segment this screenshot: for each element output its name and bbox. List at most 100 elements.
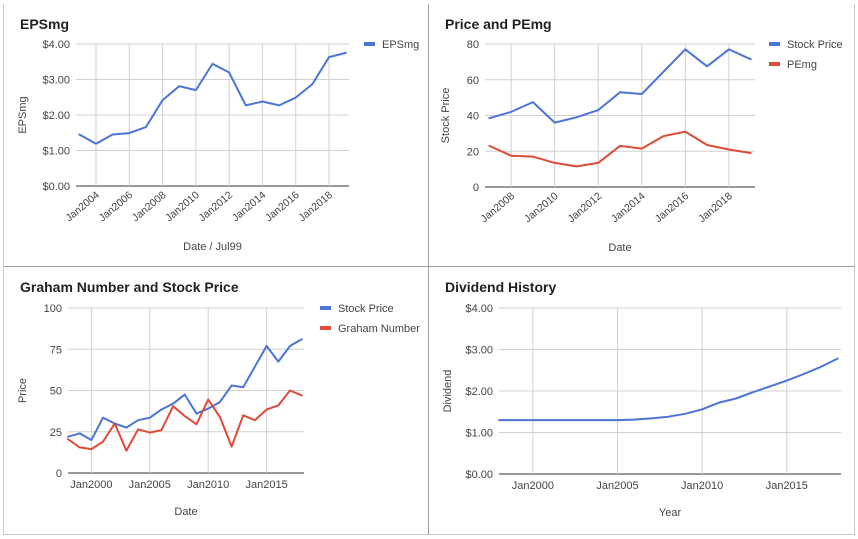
epsmg-data-point[interactable]: [127, 131, 131, 135]
stock-price-data-point[interactable]: [265, 344, 269, 348]
pemg-data-point[interactable]: [487, 144, 491, 148]
stock-price-data-point[interactable]: [78, 431, 82, 435]
graham-number-data-point[interactable]: [241, 413, 245, 417]
stock-price-data-point[interactable]: [276, 360, 280, 364]
stock-price-data-point[interactable]: [253, 365, 257, 369]
graham-number-data-point[interactable]: [276, 403, 280, 407]
stock-price-data-point[interactable]: [195, 412, 199, 416]
graham-number-data-point[interactable]: [113, 422, 117, 426]
pemg-data-point[interactable]: [596, 161, 600, 165]
stock-price-data-point[interactable]: [705, 64, 709, 68]
epsmg-data-point[interactable]: [344, 51, 348, 55]
stock-price-data-point[interactable]: [300, 337, 304, 341]
epsmg-data-point[interactable]: [294, 96, 298, 100]
dividend-data-point[interactable]: [666, 415, 670, 419]
stock-price-data-point[interactable]: [509, 110, 513, 114]
epsmg-data-point[interactable]: [327, 55, 331, 59]
graham-number-data-point[interactable]: [160, 428, 164, 432]
dividend-data-point[interactable]: [700, 407, 704, 411]
dividend-data-point[interactable]: [785, 379, 789, 383]
stock-price-data-point[interactable]: [288, 344, 292, 348]
epsmg-data-point[interactable]: [111, 133, 115, 137]
stock-price-data-point[interactable]: [596, 108, 600, 112]
pemg-data-point[interactable]: [727, 148, 731, 152]
epsmg-data-point[interactable]: [277, 103, 281, 107]
stock-price-data-point[interactable]: [101, 416, 105, 420]
stock-price-data-point[interactable]: [683, 47, 687, 51]
dividend-data-point[interactable]: [497, 418, 501, 422]
graham-number-data-point[interactable]: [253, 418, 257, 422]
dividend-data-point[interactable]: [616, 418, 620, 422]
graham-number-data-point[interactable]: [218, 415, 222, 419]
dividend-data-point[interactable]: [514, 418, 518, 422]
stock-price-data-point[interactable]: [487, 116, 491, 120]
epsmg-data-point[interactable]: [194, 88, 198, 92]
pemg-data-point[interactable]: [662, 134, 666, 138]
dividend-data-point[interactable]: [632, 418, 636, 422]
graham-number-data-point[interactable]: [66, 437, 70, 441]
graham-number-data-point[interactable]: [206, 398, 210, 402]
epsmg-data-point[interactable]: [227, 70, 231, 74]
graham-number-data-point[interactable]: [265, 408, 269, 412]
stock-price-data-point[interactable]: [575, 115, 579, 119]
graham-number-data-point[interactable]: [148, 431, 152, 435]
dividend-data-point[interactable]: [717, 401, 721, 405]
epsmg-data-point[interactable]: [144, 125, 148, 129]
stock-price-data-point[interactable]: [230, 384, 234, 388]
pemg-data-point[interactable]: [575, 164, 579, 168]
stock-price-data-point[interactable]: [531, 100, 535, 104]
dividend-data-point[interactable]: [683, 412, 687, 416]
epsmg-data-point[interactable]: [310, 82, 314, 86]
dividend-data-point[interactable]: [582, 418, 586, 422]
pemg-data-point[interactable]: [705, 143, 709, 147]
dividend-data-point[interactable]: [836, 357, 840, 361]
graham-number-data-point[interactable]: [230, 445, 234, 449]
graham-number-data-point[interactable]: [195, 422, 199, 426]
epsmg-data-point[interactable]: [177, 84, 181, 88]
graham-number-data-point[interactable]: [101, 440, 105, 444]
graham-number-data-point[interactable]: [124, 449, 128, 453]
graham-number-data-point[interactable]: [171, 404, 175, 408]
epsmg-data-point[interactable]: [211, 62, 215, 66]
stock-price-data-point[interactable]: [124, 426, 128, 430]
stock-price-data-point[interactable]: [618, 90, 622, 94]
stock-price-data-point[interactable]: [136, 418, 140, 422]
stock-price-data-point[interactable]: [749, 57, 753, 61]
graham-number-data-point[interactable]: [78, 445, 82, 449]
dividend-data-point[interactable]: [768, 384, 772, 388]
dividend-data-point[interactable]: [548, 418, 552, 422]
stock-price-data-point[interactable]: [89, 438, 93, 442]
stock-price-data-point[interactable]: [727, 47, 731, 51]
epsmg-data-point[interactable]: [94, 142, 98, 146]
stock-price-data-point[interactable]: [206, 407, 210, 411]
pemg-data-point[interactable]: [749, 151, 753, 155]
dividend-data-point[interactable]: [734, 397, 738, 401]
epsmg-data-point[interactable]: [244, 103, 248, 107]
pemg-data-point[interactable]: [683, 130, 687, 134]
stock-price-data-point[interactable]: [183, 393, 187, 397]
pemg-data-point[interactable]: [553, 161, 557, 165]
stock-price-data-point[interactable]: [148, 416, 152, 420]
epsmg-data-point[interactable]: [77, 133, 81, 137]
graham-number-data-point[interactable]: [183, 414, 187, 418]
pemg-data-point[interactable]: [640, 147, 644, 151]
stock-price-data-point[interactable]: [218, 400, 222, 404]
stock-price-data-point[interactable]: [241, 385, 245, 389]
epsmg-data-point[interactable]: [161, 98, 165, 102]
stock-price-data-point[interactable]: [553, 121, 557, 125]
epsmg-data-point[interactable]: [260, 100, 264, 104]
dividend-data-point[interactable]: [802, 372, 806, 376]
pemg-data-point[interactable]: [531, 155, 535, 159]
dividend-data-point[interactable]: [531, 418, 535, 422]
pemg-data-point[interactable]: [509, 154, 513, 158]
dividend-data-point[interactable]: [599, 418, 603, 422]
dividend-data-point[interactable]: [649, 416, 653, 420]
graham-number-data-point[interactable]: [89, 447, 93, 451]
stock-price-data-point[interactable]: [160, 408, 164, 412]
dividend-data-point[interactable]: [751, 390, 755, 394]
stock-price-data-point[interactable]: [640, 92, 644, 96]
graham-number-data-point[interactable]: [300, 393, 304, 397]
stock-price-data-point[interactable]: [662, 70, 666, 74]
dividend-data-point[interactable]: [819, 365, 823, 369]
dividend-data-point[interactable]: [565, 418, 569, 422]
